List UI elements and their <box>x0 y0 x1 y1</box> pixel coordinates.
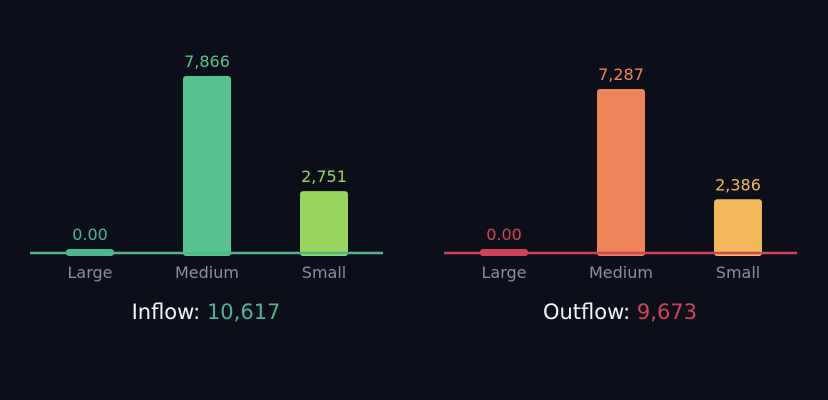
outflow-value-label-medium: 7,287 <box>598 65 644 84</box>
inflow-tick-label-large: Large <box>67 263 112 282</box>
inflow-tick-label-small: Small <box>302 263 346 282</box>
outflow-bar-medium <box>597 89 645 257</box>
inflow-bar-chart: 0.00 Large 7,866 Medium 2,751 Small <box>30 52 383 282</box>
outflow-tick-label-medium: Medium <box>589 263 653 282</box>
outflow-tick-label-small: Small <box>716 263 760 282</box>
inflow-summary-label: Inflow: <box>131 300 201 324</box>
inflow-value-label-medium: 7,866 <box>184 52 230 71</box>
outflow-value-label-small: 2,386 <box>715 175 761 194</box>
inflow-summary: Inflow: 10,617 <box>26 300 386 324</box>
inflow-tick-label-medium: Medium <box>175 263 239 282</box>
outflow-bar-chart: 0.00 Large 7,287 Medium 2,386 Small <box>444 65 797 282</box>
inflow-bar-medium <box>183 76 231 256</box>
outflow-summary: Outflow: 9,673 <box>440 300 800 324</box>
outflow-value-label-large: 0.00 <box>486 225 522 244</box>
inflow-value-label-large: 0.00 <box>72 225 108 244</box>
outflow-bar-small <box>714 199 762 256</box>
inflow-bar-small <box>300 191 348 256</box>
outflow-summary-value: 9,673 <box>636 300 698 324</box>
outflow-tick-label-large: Large <box>481 263 526 282</box>
inflow-summary-value: 10,617 <box>206 300 281 324</box>
inflow-value-label-small: 2,751 <box>301 167 347 186</box>
outflow-summary-label: Outflow: <box>542 300 631 324</box>
